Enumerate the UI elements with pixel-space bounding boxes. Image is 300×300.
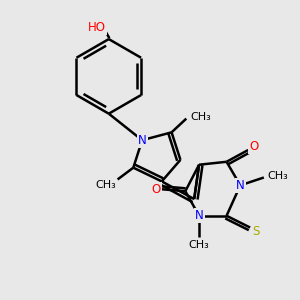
Text: CH₃: CH₃ — [189, 240, 209, 250]
Text: N: N — [195, 209, 203, 222]
Text: HO: HO — [88, 21, 106, 34]
Text: CH₃: CH₃ — [268, 170, 289, 181]
Text: O: O — [151, 183, 160, 196]
Text: N: N — [138, 134, 146, 147]
Text: CH₃: CH₃ — [95, 180, 116, 190]
Text: S: S — [252, 225, 260, 238]
Text: N: N — [236, 179, 245, 192]
Text: CH₃: CH₃ — [190, 112, 211, 122]
Text: O: O — [249, 140, 259, 153]
